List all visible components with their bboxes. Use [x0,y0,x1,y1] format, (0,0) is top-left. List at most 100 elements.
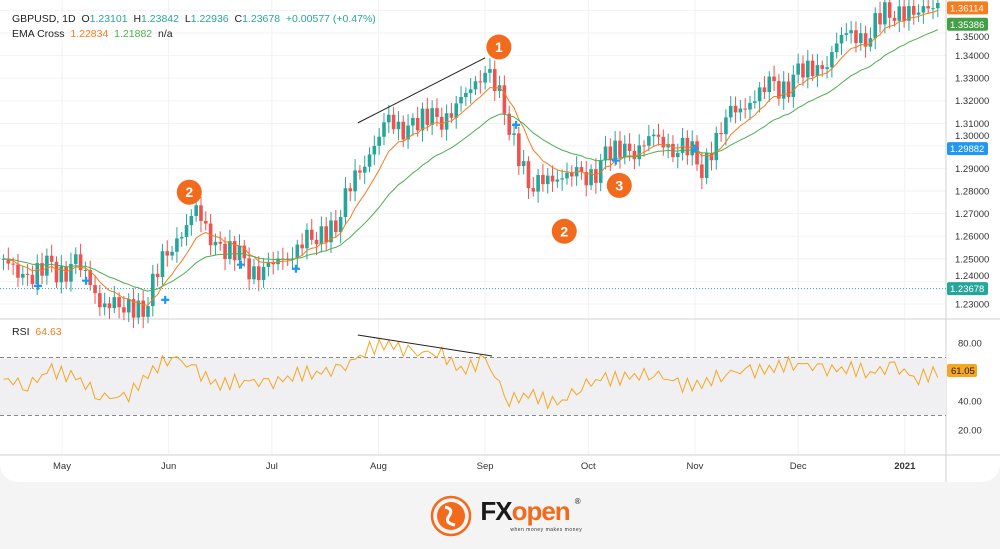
candle-body [902,6,906,21]
candle-body [141,300,145,317]
candle-body [396,121,401,130]
candle [622,135,627,165]
candle-body [839,34,844,44]
candle-body [454,103,459,118]
candle [372,135,377,166]
candle [685,130,690,165]
candle [281,247,285,270]
candle-body [651,134,656,137]
candle [743,98,747,119]
candle-body [565,172,569,179]
candle-body [854,30,858,44]
candle [887,0,892,29]
candle [468,78,473,104]
time-tick-label: Nov [687,461,704,472]
symbol-label: GBPUSD, 1D [12,13,76,25]
candle-body [786,81,791,97]
candle-body [425,108,430,125]
candle-body [700,164,704,178]
price-tick-label: 1.24000 [955,271,989,282]
candle [517,126,521,175]
candle-body [632,150,637,160]
candle [675,143,680,169]
candle [98,285,102,317]
candle [420,102,425,142]
candle [117,292,121,319]
candle-body [781,81,786,99]
candle [757,81,762,113]
candle-body [343,188,348,218]
candle [834,32,839,59]
time-tick-label: Jun [161,461,176,472]
candle-body [936,2,940,9]
price-tag-label: 1.29882 [950,144,984,155]
price-tag-label: 1.23678 [950,284,984,295]
candle-body [338,217,343,233]
candle [237,234,242,270]
candle-body [20,273,25,278]
candle-body [261,266,266,281]
candle-body [25,273,30,275]
candle [541,164,545,192]
candle [391,106,396,135]
candle [666,133,670,159]
candle-body [252,266,256,280]
ema-na: n/a [157,28,173,40]
candle-body [146,306,150,317]
candle [526,156,531,200]
candle [512,122,516,146]
candle-body [464,93,468,98]
marker-circle [551,218,577,244]
price-tag [947,1,988,15]
candle [719,122,723,142]
candle-body [30,274,35,284]
candle [661,129,666,156]
candle-body [911,6,916,15]
candle [728,96,733,123]
candle-body [232,241,237,261]
candle-body [367,154,372,167]
candle-body [536,174,540,192]
candle [136,292,141,324]
candle-body [545,175,550,185]
candle-body [801,63,805,78]
candle [261,258,266,288]
open-value: 1.23101 [89,13,128,25]
candle-body [483,72,487,83]
candle [305,223,309,260]
chart-canvas[interactable]: 1 2 2 3 1.23000 1.24000 1.25000 1.26000 1.27000 1… [0,0,1000,482]
candle [266,252,271,277]
candle-body [439,116,444,130]
candle [921,0,926,24]
candle [319,216,324,253]
time-tick-label: Dec [790,461,807,472]
candle-body [767,76,772,93]
candle-body [863,33,868,47]
candle [454,96,459,129]
price-tag [947,142,988,156]
high-label: H [133,13,142,25]
candle [574,156,579,186]
candle [112,285,117,314]
candle [883,0,887,34]
candle [897,0,902,33]
candle-body [93,284,97,294]
candle [651,129,656,147]
high-value: 1.23842 [141,13,179,25]
candle-body [478,81,483,83]
candle [362,155,367,184]
candle [483,65,487,90]
candle-body [622,143,627,158]
price-tick-label: 1.30000 [955,131,989,142]
candle-body [738,108,743,113]
price-tick-label: 1.25000 [955,254,989,265]
candle-body [348,188,353,192]
candle [830,46,834,78]
candle-body [810,60,815,76]
candle [146,297,150,324]
candle-body [459,97,463,104]
time-tick-label: Jul [266,461,278,472]
candle [54,256,59,288]
candle-body [353,170,357,192]
candle-body [637,145,642,160]
